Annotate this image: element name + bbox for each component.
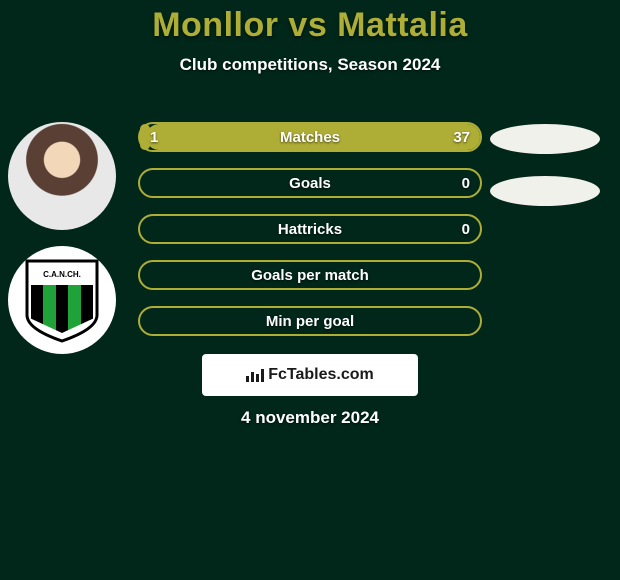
page-subtitle: Club competitions, Season 2024 — [0, 55, 620, 75]
bar-left-value: 1 — [150, 122, 158, 152]
logo-text: FcTables.com — [268, 366, 374, 384]
ellipse-marker — [490, 176, 600, 206]
avatar-column: C.A.N.CH. — [8, 122, 116, 370]
content-wrapper: Monllor vs Mattalia Club competitions, S… — [0, 0, 620, 580]
stripe — [56, 285, 68, 333]
bar-label: Goals — [138, 168, 482, 198]
bar-right-value: 0 — [462, 214, 470, 244]
club-shield: C.A.N.CH. — [23, 257, 101, 343]
bar-label: Matches — [138, 122, 482, 152]
bar-right-value: 37 — [453, 122, 470, 152]
stat-bars: Matches137Goals0Hattricks0Goals per matc… — [138, 122, 482, 352]
page-title: Monllor vs Mattalia — [0, 6, 620, 45]
fctables-logo: FcTables.com — [202, 354, 418, 396]
right-ellipses — [490, 124, 600, 228]
club-shield-label: C.A.N.CH. — [29, 263, 95, 285]
stat-bar-row: Goals per match — [138, 260, 482, 290]
stat-bar-row: Min per goal — [138, 306, 482, 336]
bars-icon — [246, 368, 264, 382]
club-avatar: C.A.N.CH. — [8, 246, 116, 354]
stat-bar-row: Goals0 — [138, 168, 482, 198]
date-text: 4 november 2024 — [0, 408, 620, 428]
bar-label: Hattricks — [138, 214, 482, 244]
ellipse-marker — [490, 124, 600, 154]
stat-bar-row: Matches1 37 — [138, 122, 482, 152]
bar-label: Min per goal — [138, 306, 482, 336]
stat-bar-row: Hattricks0 — [138, 214, 482, 244]
bar-right-value: 0 — [462, 168, 470, 198]
player-avatar — [8, 122, 116, 230]
bar-label: Goals per match — [138, 260, 482, 290]
